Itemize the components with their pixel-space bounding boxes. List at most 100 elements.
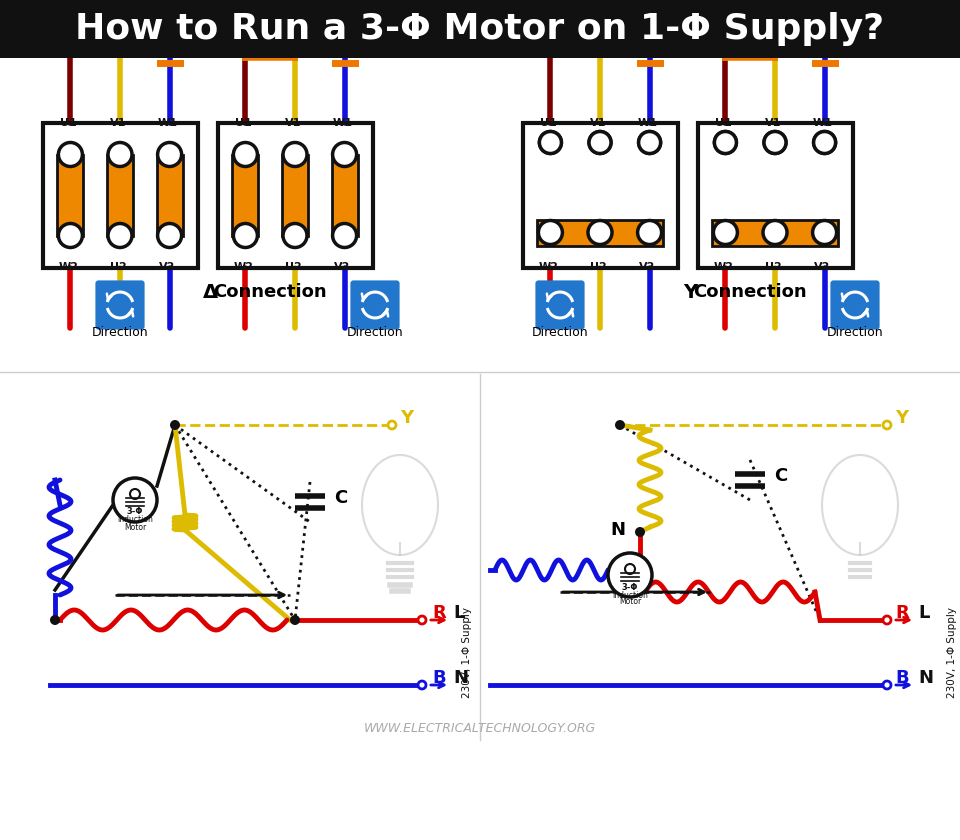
- Text: C: C: [334, 489, 348, 507]
- Text: 230V, 1-Φ Supply: 230V, 1-Φ Supply: [947, 606, 957, 697]
- Text: L: L: [918, 604, 929, 622]
- Text: N: N: [593, 11, 607, 26]
- Circle shape: [157, 223, 181, 248]
- Text: N: N: [113, 11, 127, 26]
- Text: L: L: [453, 604, 465, 622]
- Bar: [282, 155, 308, 235]
- Text: R: R: [432, 604, 445, 622]
- Text: R: R: [895, 604, 909, 622]
- Text: Direction: Direction: [827, 325, 883, 339]
- Text: W1: W1: [637, 118, 658, 129]
- FancyBboxPatch shape: [350, 281, 399, 329]
- Circle shape: [764, 132, 786, 154]
- Bar: [0, 0, 960, 58]
- Circle shape: [814, 132, 835, 154]
- Text: L: L: [721, 11, 731, 26]
- Circle shape: [539, 220, 563, 244]
- Text: Connection: Connection: [693, 283, 806, 301]
- Text: C: C: [339, 11, 350, 26]
- Circle shape: [108, 143, 132, 166]
- Circle shape: [540, 132, 562, 154]
- Text: C: C: [164, 11, 175, 26]
- Text: U1: U1: [715, 118, 732, 129]
- Text: V2: V2: [159, 261, 176, 271]
- Circle shape: [608, 553, 652, 597]
- Text: V1: V1: [765, 118, 781, 129]
- Text: W1: W1: [332, 118, 352, 129]
- Circle shape: [59, 143, 83, 166]
- Circle shape: [714, 132, 736, 154]
- Circle shape: [615, 420, 625, 430]
- Text: L: L: [241, 11, 251, 26]
- Circle shape: [108, 223, 132, 248]
- Circle shape: [50, 615, 60, 625]
- Bar: [522, 123, 678, 267]
- Text: W2: W2: [233, 261, 253, 271]
- Text: N: N: [289, 11, 301, 26]
- Text: Y: Y: [400, 409, 413, 427]
- Text: U2: U2: [589, 261, 607, 271]
- Text: Connection: Connection: [213, 283, 326, 301]
- Text: C: C: [644, 11, 655, 26]
- FancyBboxPatch shape: [536, 281, 585, 329]
- Text: Direction: Direction: [532, 325, 588, 339]
- Circle shape: [638, 132, 660, 154]
- Text: C: C: [774, 467, 787, 485]
- Text: N: N: [453, 669, 468, 687]
- Circle shape: [883, 681, 891, 689]
- Text: L: L: [545, 11, 555, 26]
- Circle shape: [233, 223, 257, 248]
- Circle shape: [764, 132, 786, 154]
- Circle shape: [814, 132, 835, 154]
- Text: V1: V1: [589, 118, 606, 129]
- Circle shape: [233, 143, 257, 166]
- Text: C: C: [819, 11, 830, 26]
- Text: Induction: Induction: [612, 591, 648, 600]
- Text: W2: W2: [59, 261, 79, 271]
- Text: V1: V1: [109, 118, 126, 129]
- Circle shape: [763, 220, 787, 244]
- Circle shape: [637, 220, 661, 244]
- Text: V1: V1: [285, 118, 301, 129]
- Circle shape: [388, 421, 396, 429]
- Text: B: B: [895, 669, 908, 687]
- Bar: [58, 155, 84, 235]
- Text: Induction: Induction: [117, 516, 153, 524]
- FancyBboxPatch shape: [95, 281, 145, 329]
- Text: Δ: Δ: [203, 282, 218, 302]
- Text: 230V, 1-Φ Supply: 230V, 1-Φ Supply: [462, 606, 472, 697]
- Text: N: N: [769, 11, 781, 26]
- Circle shape: [332, 223, 356, 248]
- Text: U1: U1: [235, 118, 252, 129]
- Text: N: N: [918, 669, 933, 687]
- Bar: [42, 123, 198, 267]
- Text: Motor: Motor: [124, 522, 146, 532]
- Circle shape: [589, 132, 611, 154]
- Text: 3-Φ: 3-Φ: [622, 582, 638, 591]
- Circle shape: [635, 527, 645, 537]
- Text: How to Run a 3-Φ Motor on 1-Φ Supply?: How to Run a 3-Φ Motor on 1-Φ Supply?: [76, 12, 884, 46]
- Text: V2: V2: [639, 261, 656, 271]
- Text: U2: U2: [764, 261, 781, 271]
- Text: U1: U1: [60, 118, 77, 129]
- Circle shape: [589, 132, 611, 154]
- Circle shape: [290, 615, 300, 625]
- Text: N: N: [611, 521, 626, 539]
- Circle shape: [588, 220, 612, 244]
- Text: U1: U1: [540, 118, 557, 129]
- Bar: [107, 155, 133, 235]
- Text: WWW.ELECTRICALTECHNOLOGY.ORG: WWW.ELECTRICALTECHNOLOGY.ORG: [364, 722, 596, 734]
- Bar: [218, 123, 372, 267]
- Circle shape: [714, 132, 736, 154]
- Circle shape: [883, 421, 891, 429]
- Text: U2: U2: [284, 261, 301, 271]
- Bar: [538, 219, 662, 245]
- Text: Direction: Direction: [347, 325, 403, 339]
- Bar: [232, 155, 258, 235]
- Circle shape: [170, 420, 180, 430]
- Text: Motor: Motor: [619, 597, 641, 606]
- Bar: [156, 155, 182, 235]
- Text: W2: W2: [713, 261, 733, 271]
- Text: Direction: Direction: [92, 325, 148, 339]
- Text: Y: Y: [683, 282, 697, 302]
